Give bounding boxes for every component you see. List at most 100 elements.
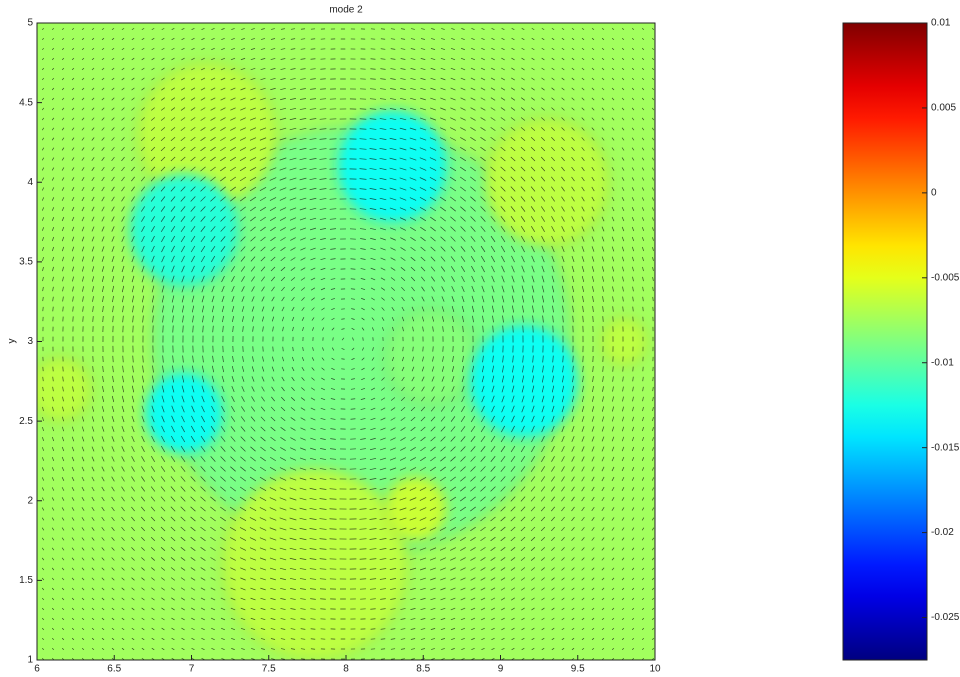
quiver-arrow	[91, 276, 95, 282]
quiver-arrow	[520, 166, 526, 172]
quiver-arrow	[510, 216, 516, 222]
quiver-arrow	[592, 386, 594, 392]
quiver-arrow	[521, 395, 525, 403]
quiver-arrow	[399, 147, 407, 151]
quiver-arrow	[111, 597, 115, 601]
quiver-arrow	[91, 587, 95, 591]
quiver-arrow	[260, 256, 266, 262]
quiver-arrow	[81, 446, 85, 452]
quiver-arrow	[601, 436, 605, 442]
quiver-arrow	[91, 647, 95, 651]
quiver-arrow	[280, 628, 286, 630]
quiver-arrow	[250, 246, 256, 252]
quiver-arrow	[451, 38, 455, 40]
quiver-arrow	[141, 137, 145, 141]
quiver-arrow	[151, 265, 155, 273]
quiver-arrow	[511, 275, 515, 283]
quiver-arrow	[471, 647, 475, 651]
quiver-arrow	[260, 48, 266, 50]
quiver-arrow	[161, 77, 165, 81]
quiver-arrow	[260, 416, 266, 422]
quiver-arrow	[42, 276, 44, 282]
quiver-arrow	[521, 597, 525, 601]
quiver-arrow	[601, 97, 605, 101]
quiver-arrow	[500, 146, 506, 152]
quiver-arrow	[621, 657, 625, 660]
quiver-arrow	[309, 187, 317, 191]
quiver-arrow	[71, 127, 75, 131]
quiver-arrow	[641, 557, 645, 561]
quiver-arrow	[171, 627, 175, 631]
quiver-arrow	[230, 557, 236, 561]
quiver-arrow	[101, 557, 105, 561]
quiver-arrow	[409, 537, 417, 541]
quiver-arrow	[642, 386, 644, 392]
quiver-arrow	[141, 285, 145, 293]
quiver-arrow	[530, 486, 536, 492]
quiver-arrow	[419, 527, 427, 531]
quiver-arrow	[239, 537, 247, 541]
quiver-arrow	[220, 146, 226, 152]
quiver-arrow	[551, 176, 555, 182]
quiver-arrow	[281, 376, 285, 382]
quiver-arrow	[531, 567, 535, 571]
quiver-arrow	[300, 38, 306, 40]
quiver-arrow	[51, 617, 55, 621]
quiver-arrow	[191, 658, 195, 660]
quiver-arrow	[112, 295, 114, 303]
quiver-arrow	[230, 87, 236, 91]
quiver-arrow	[71, 497, 75, 501]
quiver-arrow	[241, 376, 245, 382]
quiver-arrow	[480, 137, 486, 141]
quiver-arrow	[101, 436, 105, 442]
quiver-arrow	[170, 146, 176, 152]
quiver-arrow	[320, 267, 326, 271]
quiver-arrow	[81, 647, 85, 651]
quiver-arrow	[160, 225, 166, 233]
quiver-arrow	[131, 627, 135, 631]
quiver-arrow	[470, 446, 476, 452]
quiver-arrow	[201, 57, 205, 61]
quiver-arrow	[270, 226, 276, 232]
quiver-arrow	[240, 226, 246, 232]
quiver-arrow	[259, 486, 267, 492]
quiver-arrow	[279, 157, 287, 161]
quiver-arrow	[430, 406, 436, 412]
quiver-arrow	[200, 526, 206, 532]
quiver-arrow	[172, 315, 174, 323]
quiver-arrow	[571, 67, 575, 71]
quiver-arrow	[480, 557, 486, 561]
quiver-arrow	[470, 587, 476, 591]
quiver-arrow	[152, 365, 154, 373]
quiver-arrow	[101, 166, 105, 172]
quiver-arrow	[581, 476, 585, 482]
quiver-arrow	[551, 57, 555, 61]
quiver-arrow	[289, 577, 297, 581]
quiver-arrow	[419, 547, 427, 551]
quiver-arrow	[61, 456, 65, 462]
quiver-arrow	[611, 637, 615, 641]
quiver-arrow	[151, 245, 155, 253]
quiver-arrow	[191, 265, 195, 273]
quiver-arrow	[380, 397, 386, 401]
quiver-arrow	[330, 448, 336, 450]
quiver-arrow	[450, 236, 456, 242]
quiver-arrow	[71, 37, 75, 41]
quiver-arrow	[190, 77, 196, 81]
plot-area	[37, 23, 655, 660]
quiver-arrow	[591, 537, 595, 541]
quiver-arrow	[300, 407, 306, 411]
quiver-arrow	[61, 167, 65, 171]
quiver-arrow	[41, 47, 45, 51]
quiver-arrow	[341, 348, 345, 350]
quiver-arrow	[369, 227, 377, 231]
quiver-arrow	[230, 547, 236, 551]
quiver-arrow	[320, 397, 326, 401]
quiver-arrow	[400, 407, 406, 411]
quiver-arrow	[561, 647, 565, 651]
quiver-arrow	[121, 637, 125, 641]
quiver-arrow	[299, 507, 307, 511]
quiver-arrow	[191, 305, 195, 313]
quiver-arrow	[180, 146, 186, 152]
quiver-arrow	[302, 326, 304, 332]
